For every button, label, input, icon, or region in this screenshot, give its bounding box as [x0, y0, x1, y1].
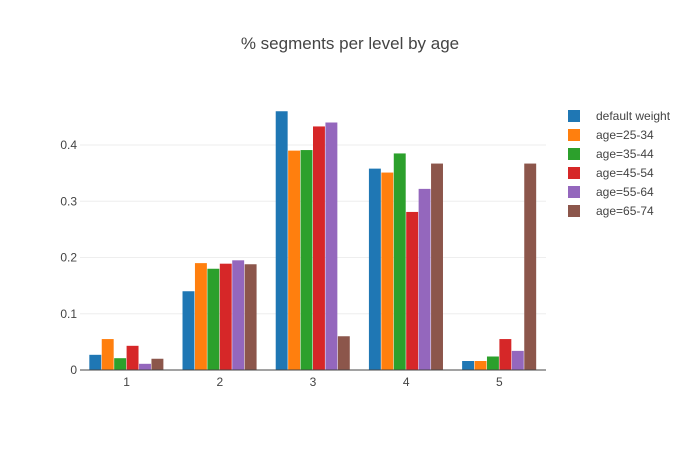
- legend-label: age=25-34: [596, 127, 654, 142]
- legend: default weight age=25-34 age=35-44 age=45-5…: [568, 106, 670, 220]
- legend-label: default weight: [596, 108, 671, 123]
- bar: [393, 153, 406, 370]
- bar: [381, 172, 394, 370]
- bar: [114, 358, 127, 370]
- y-tick-label: 0: [70, 363, 77, 377]
- bar: [524, 163, 537, 370]
- legend-item[interactable]: age=55-64: [568, 182, 670, 201]
- x-tick-label: 3: [310, 375, 317, 389]
- x-tick-label: 5: [496, 375, 503, 389]
- legend-swatch: [568, 204, 580, 217]
- bar: [126, 345, 139, 370]
- bar: [418, 188, 431, 370]
- legend-item[interactable]: age=25-34: [568, 125, 670, 144]
- legend-item[interactable]: default weight: [568, 106, 670, 125]
- chart-title: % segments per level by age: [240, 34, 460, 53]
- bar: [288, 150, 301, 370]
- bar: [511, 350, 524, 370]
- y-tick-label: 0.3: [60, 194, 77, 208]
- y-tick-label: 0.2: [60, 251, 77, 265]
- legend-swatch: [568, 166, 580, 179]
- bar: [337, 336, 350, 370]
- legend-label: age=45-54: [596, 165, 654, 180]
- legend-swatch: [568, 185, 580, 198]
- legend-item[interactable]: age=35-44: [568, 144, 670, 163]
- y-tick-label: 0.1: [60, 307, 77, 321]
- legend-swatch: [568, 109, 580, 122]
- bar: [244, 264, 257, 370]
- legend-swatch: [568, 128, 580, 141]
- bar: [194, 263, 207, 370]
- bar: [368, 168, 381, 370]
- bar: [101, 339, 114, 370]
- x-tick-label: 1: [123, 375, 130, 389]
- x-tick-label: 4: [403, 375, 410, 389]
- bar: [499, 339, 512, 370]
- bar: [275, 111, 288, 370]
- bar: [232, 260, 245, 370]
- bar: [139, 363, 151, 370]
- bar: [313, 126, 325, 370]
- legend-swatch: [568, 147, 580, 160]
- bar: [474, 361, 487, 370]
- legend-label: age=55-64: [596, 184, 654, 199]
- bar: [325, 122, 338, 370]
- bar: [182, 291, 195, 370]
- y-tick-label: 0.4: [60, 138, 77, 152]
- bar: [89, 354, 102, 370]
- bar: [151, 358, 164, 370]
- bar: [207, 268, 220, 370]
- bar: [462, 361, 475, 370]
- bar: [486, 356, 499, 370]
- bar: [431, 163, 443, 370]
- bar: [300, 150, 313, 370]
- bar: [406, 211, 419, 370]
- bar: [219, 263, 232, 370]
- legend-item[interactable]: age=45-54: [568, 163, 670, 182]
- legend-item[interactable]: age=65-74: [568, 201, 670, 220]
- x-tick-label: 2: [216, 375, 223, 389]
- legend-label: age=65-74: [596, 203, 654, 218]
- legend-label: age=35-44: [596, 146, 654, 161]
